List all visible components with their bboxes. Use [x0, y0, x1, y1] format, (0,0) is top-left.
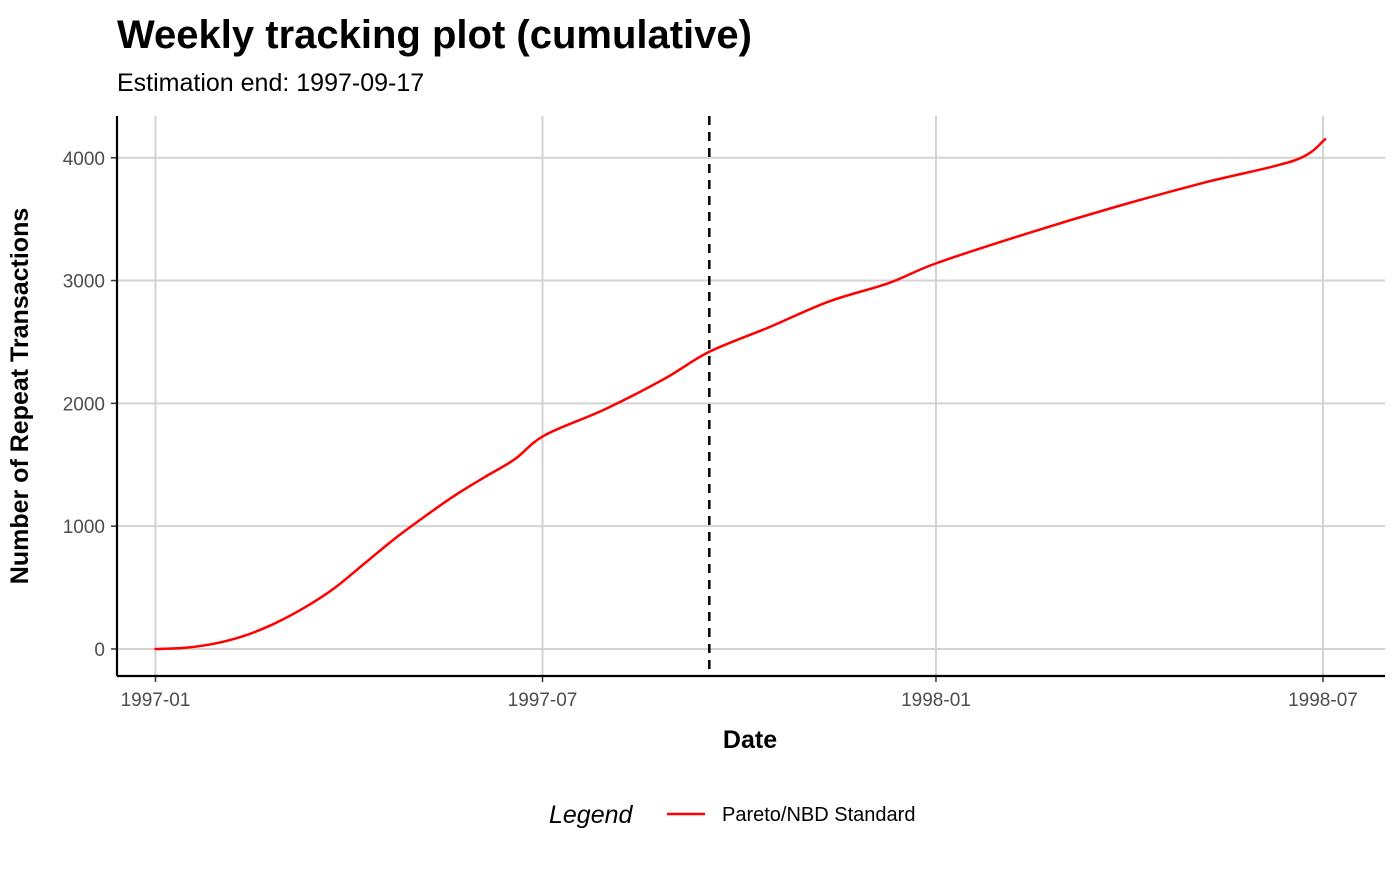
x-axis-title: Date: [723, 726, 777, 754]
y-tick-label: 4000: [63, 149, 105, 170]
y-axis-title: Number of Repeat Transactions: [6, 208, 34, 584]
x-tick-label: 1997-07: [508, 690, 578, 711]
y-tick-label: 2000: [63, 394, 105, 415]
chart-subtitle: Estimation end: 1997-09-17: [117, 69, 424, 97]
y-tick-label: 3000: [63, 272, 105, 293]
legend-label-pareto-nbd: Pareto/NBD Standard: [722, 804, 915, 826]
x-tick-label: 1997-01: [121, 690, 191, 711]
series-group: [154, 138, 1327, 651]
chart-title: Weekly tracking plot (cumulative): [117, 13, 752, 57]
axes: 1997-01 1997-07 1998-01 1998-07 0 1000 2000 300…: [63, 116, 1385, 711]
y-tick-label: 0: [94, 640, 105, 661]
legend: Legend Pareto/NBD Standard: [549, 801, 915, 829]
legend-title: Legend: [549, 801, 634, 829]
y-tick-label: 1000: [63, 517, 105, 538]
x-tick-label: 1998-07: [1288, 690, 1358, 711]
series-line-pareto-nbd-standard: [154, 138, 1327, 651]
x-tick-label: 1998-01: [901, 690, 971, 711]
grid: [117, 116, 1385, 676]
